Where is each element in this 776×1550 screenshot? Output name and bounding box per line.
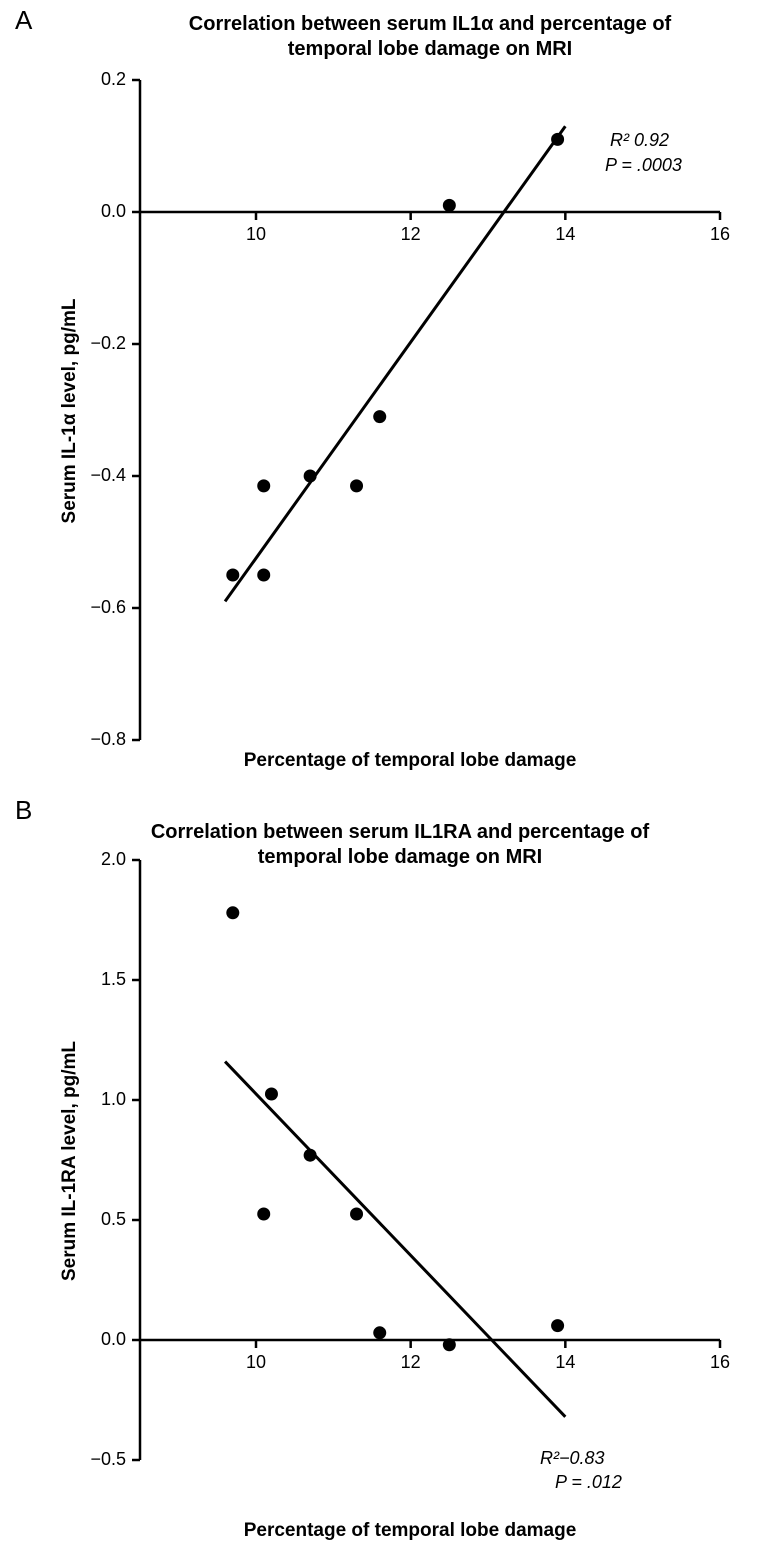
y-tick-label: 0.0 [101, 1329, 126, 1350]
y-tick-label: 0.2 [101, 69, 126, 90]
x-tick-label: 16 [705, 224, 735, 245]
y-tick-label: 2.0 [101, 849, 126, 870]
y-tick-label: 0.0 [101, 201, 126, 222]
y-tick-label: 1.0 [101, 1089, 126, 1110]
x-tick-label: 10 [241, 1352, 271, 1373]
figure-container: A Correlation between serum IL1α and per… [0, 0, 776, 1550]
panel-b-p: P = .012 [555, 1472, 622, 1493]
y-tick-label: −0.4 [90, 465, 126, 486]
x-tick-label: 14 [550, 224, 580, 245]
x-tick-label: 12 [396, 224, 426, 245]
panel-b-x-label: Percentage of temporal lobe damage [200, 1520, 620, 1542]
x-tick-label: 12 [396, 1352, 426, 1373]
y-tick-label: −0.2 [90, 333, 126, 354]
x-tick-label: 10 [241, 224, 271, 245]
y-tick-label: −0.6 [90, 597, 126, 618]
panel-b-chart [0, 0, 776, 1550]
x-tick-label: 16 [705, 1352, 735, 1373]
panel-b-r2: R²−0.83 [540, 1448, 605, 1469]
y-tick-label: 0.5 [101, 1209, 126, 1230]
x-tick-label: 14 [550, 1352, 580, 1373]
panel-b-y-label: Serum IL-1RA level, pg/mL [59, 1031, 81, 1291]
y-tick-label: −0.8 [90, 729, 126, 750]
y-tick-label: 1.5 [101, 969, 126, 990]
y-tick-label: −0.5 [90, 1449, 126, 1470]
